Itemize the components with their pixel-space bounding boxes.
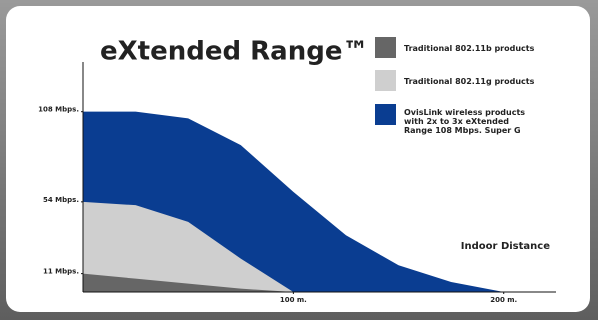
- area: [83, 201, 504, 292]
- legend-swatch: [375, 37, 396, 58]
- x-tick-label: 100 m.: [280, 296, 307, 304]
- legend-swatch: [375, 104, 396, 125]
- annotation: Indoor Distance: [461, 241, 550, 252]
- y-tick-label: 54 Mbps.: [43, 196, 79, 204]
- legend-label: Traditional 802.11g products: [404, 77, 535, 86]
- area: [83, 273, 504, 292]
- x-tick-label: 200 m.: [490, 296, 517, 304]
- legend-label: Traditional 802.11b products: [404, 44, 535, 53]
- chart-title: eXtended Range™: [100, 37, 368, 67]
- legend-swatch: [375, 70, 396, 91]
- legend-label: OvisLink wireless products with 2x to 3x…: [404, 108, 526, 135]
- y-tick-label: 11 Mbps.: [43, 268, 79, 276]
- y-tick-label: 108 Mbps.: [38, 106, 79, 114]
